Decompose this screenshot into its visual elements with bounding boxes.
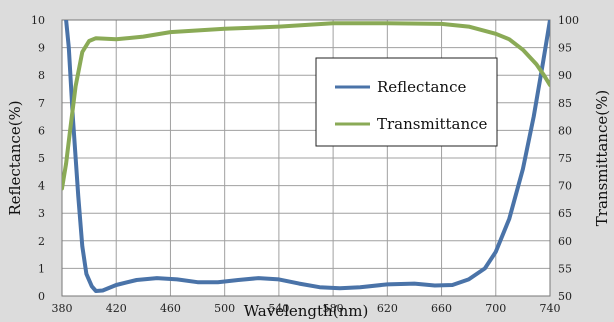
y-right-axis-ticks: 50 55 60 65 70 75 80 85 90 95 100 xyxy=(558,14,579,303)
x-tick-label: 540 xyxy=(268,302,289,315)
y-right-tick-label: 50 xyxy=(558,290,572,303)
y-right-tick-label: 60 xyxy=(558,235,572,248)
x-tick-label: 580 xyxy=(323,302,344,315)
y-left-tick-label: 3 xyxy=(38,207,45,220)
y-left-tick-label: 1 xyxy=(38,262,45,275)
x-tick-label: 420 xyxy=(106,302,127,315)
legend-label-reflectance: Reflectance xyxy=(377,78,466,96)
y-left-tick-label: 9 xyxy=(38,42,45,55)
y-left-tick-label: 8 xyxy=(38,69,45,82)
plot-border xyxy=(61,19,551,297)
legend: Reflectance Transmittance xyxy=(315,57,498,147)
x-tick-label: 700 xyxy=(485,302,506,315)
x-tick-label: 380 xyxy=(52,302,73,315)
y-left-axis-label: Reflectance(%) xyxy=(6,100,24,215)
series-lines xyxy=(62,20,550,293)
legend-box xyxy=(315,57,498,147)
y-right-tick-label: 90 xyxy=(558,69,572,82)
series-line-transmittance xyxy=(62,21,550,191)
legend-label-transmittance: Transmittance xyxy=(377,115,488,133)
y-left-tick-label: 4 xyxy=(38,180,45,193)
x-tick-label: 660 xyxy=(431,302,452,315)
x-axis-ticks: 380 420 460 500 540 580 620 660 700 740 xyxy=(52,302,561,315)
y-right-tick-label: 95 xyxy=(558,42,572,55)
y-left-tick-label: 0 xyxy=(38,290,45,303)
x-tick-label: 460 xyxy=(160,302,181,315)
x-axis-label: Wavelength(nm) xyxy=(244,302,369,320)
y-left-tick-label: 5 xyxy=(38,152,45,165)
y-right-tick-label: 65 xyxy=(558,207,572,220)
y-right-tick-label: 80 xyxy=(558,124,572,137)
y-left-tick-label: 2 xyxy=(38,235,45,248)
x-tick-label: 500 xyxy=(214,302,235,315)
series-line-reflectance xyxy=(64,20,550,293)
y-right-axis-label: Transmittance(%) xyxy=(593,90,611,226)
y-right-tick-label: 55 xyxy=(558,262,572,275)
x-tick-label: 740 xyxy=(540,302,561,315)
y-left-tick-label: 7 xyxy=(38,97,45,110)
x-tick-label: 620 xyxy=(377,302,398,315)
y-right-tick-label: 70 xyxy=(558,180,572,193)
y-left-axis-ticks: 0 1 2 3 4 5 6 7 8 9 10 xyxy=(31,14,45,303)
y-left-tick-label: 6 xyxy=(38,124,45,137)
y-right-tick-label: 75 xyxy=(558,152,572,165)
y-left-tick-label: 10 xyxy=(31,14,45,27)
y-right-tick-label: 100 xyxy=(558,14,579,27)
y-right-tick-label: 85 xyxy=(558,97,572,110)
